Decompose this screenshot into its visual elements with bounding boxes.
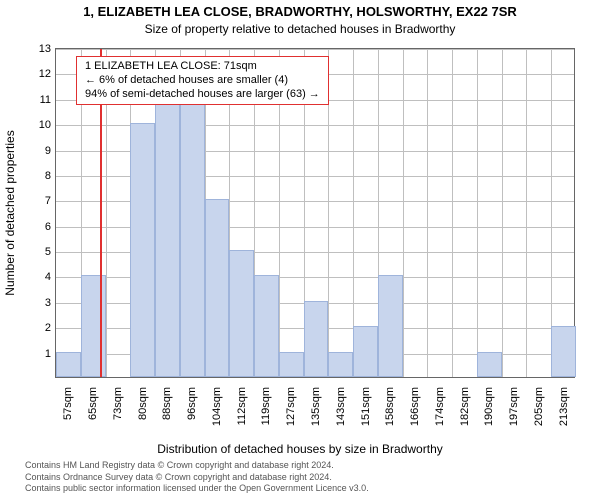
x-tick-label: 65sqm [87, 383, 99, 420]
x-tick-label: 197sqm [508, 383, 520, 426]
y-tick-label: 13 [39, 43, 56, 55]
footer-credits: Contains HM Land Registry data © Crown c… [25, 460, 590, 494]
histogram-bar [155, 98, 180, 377]
gridline-v [427, 49, 428, 377]
footer-line-1: Contains HM Land Registry data © Crown c… [25, 460, 590, 471]
y-tick-label: 6 [45, 221, 56, 233]
histogram-bar [254, 275, 279, 377]
gridline-v [477, 49, 478, 377]
y-tick-label: 4 [45, 271, 56, 283]
x-tick-label: 127sqm [285, 383, 297, 426]
y-tick-label: 1 [45, 348, 56, 360]
x-tick-label: 88sqm [161, 383, 173, 420]
x-tick-label: 151sqm [360, 383, 372, 426]
y-tick-label: 8 [45, 170, 56, 182]
x-tick-label: 182sqm [459, 383, 471, 426]
y-tick-label: 9 [45, 145, 56, 157]
x-tick-label: 96sqm [186, 383, 198, 420]
info-box: 1 ELIZABETH LEA CLOSE: 71sqm← 6% of deta… [76, 56, 329, 105]
histogram-bar [180, 98, 205, 377]
page-subtitle: Size of property relative to detached ho… [0, 22, 600, 36]
x-tick-label: 73sqm [112, 383, 124, 420]
y-tick-label: 11 [40, 94, 56, 106]
x-tick-label: 213sqm [558, 383, 570, 426]
histogram-bar [551, 326, 576, 377]
y-tick-label: 10 [39, 119, 56, 131]
gridline-v [452, 49, 453, 377]
histogram-bar [328, 352, 353, 377]
x-tick-label: 112sqm [236, 383, 248, 425]
x-tick-label: 135sqm [310, 383, 322, 426]
y-tick-label: 5 [45, 246, 56, 258]
info-box-line: 94% of semi-detached houses are larger (… [85, 88, 320, 102]
x-tick-label: 166sqm [409, 383, 421, 426]
histogram-bar [279, 352, 304, 377]
histogram-bar [477, 352, 502, 377]
histogram-bar [205, 199, 230, 377]
footer-line-3: Contains public sector information licen… [25, 483, 590, 494]
x-tick-label: 119sqm [260, 383, 272, 425]
x-tick-label: 190sqm [483, 383, 495, 426]
histogram-bar [56, 352, 81, 377]
info-box-line: ← 6% of detached houses are smaller (4) [85, 74, 320, 88]
x-axis-label: Distribution of detached houses by size … [0, 442, 600, 456]
x-tick-label: 104sqm [211, 383, 223, 426]
y-tick-label: 7 [45, 195, 56, 207]
x-tick-label: 143sqm [335, 383, 347, 426]
x-tick-label: 57sqm [62, 383, 74, 420]
y-tick-label: 3 [45, 297, 56, 309]
x-tick-label: 80sqm [137, 383, 149, 420]
info-box-line: 1 ELIZABETH LEA CLOSE: 71sqm [85, 60, 320, 74]
footer-line-2: Contains Ordnance Survey data © Crown co… [25, 472, 590, 483]
gridline-h [56, 49, 574, 50]
histogram-bar [130, 123, 155, 377]
y-axis-label: Number of detached properties [3, 130, 17, 295]
histogram-bar [378, 275, 403, 377]
gridline-v [502, 49, 503, 377]
y-tick-label: 12 [39, 68, 56, 80]
gridline-v [526, 49, 527, 377]
gridline-v [403, 49, 404, 377]
x-tick-label: 205sqm [533, 383, 545, 426]
page-title: 1, ELIZABETH LEA CLOSE, BRADWORTHY, HOLS… [0, 4, 600, 19]
histogram-bar [229, 250, 254, 377]
histogram-bar [353, 326, 378, 377]
histogram-bar [304, 301, 329, 377]
histogram-plot: 1234567891011121357sqm65sqm73sqm80sqm88s… [55, 48, 575, 378]
y-tick-label: 2 [45, 322, 56, 334]
x-tick-label: 158sqm [384, 383, 396, 426]
x-tick-label: 174sqm [434, 383, 446, 426]
